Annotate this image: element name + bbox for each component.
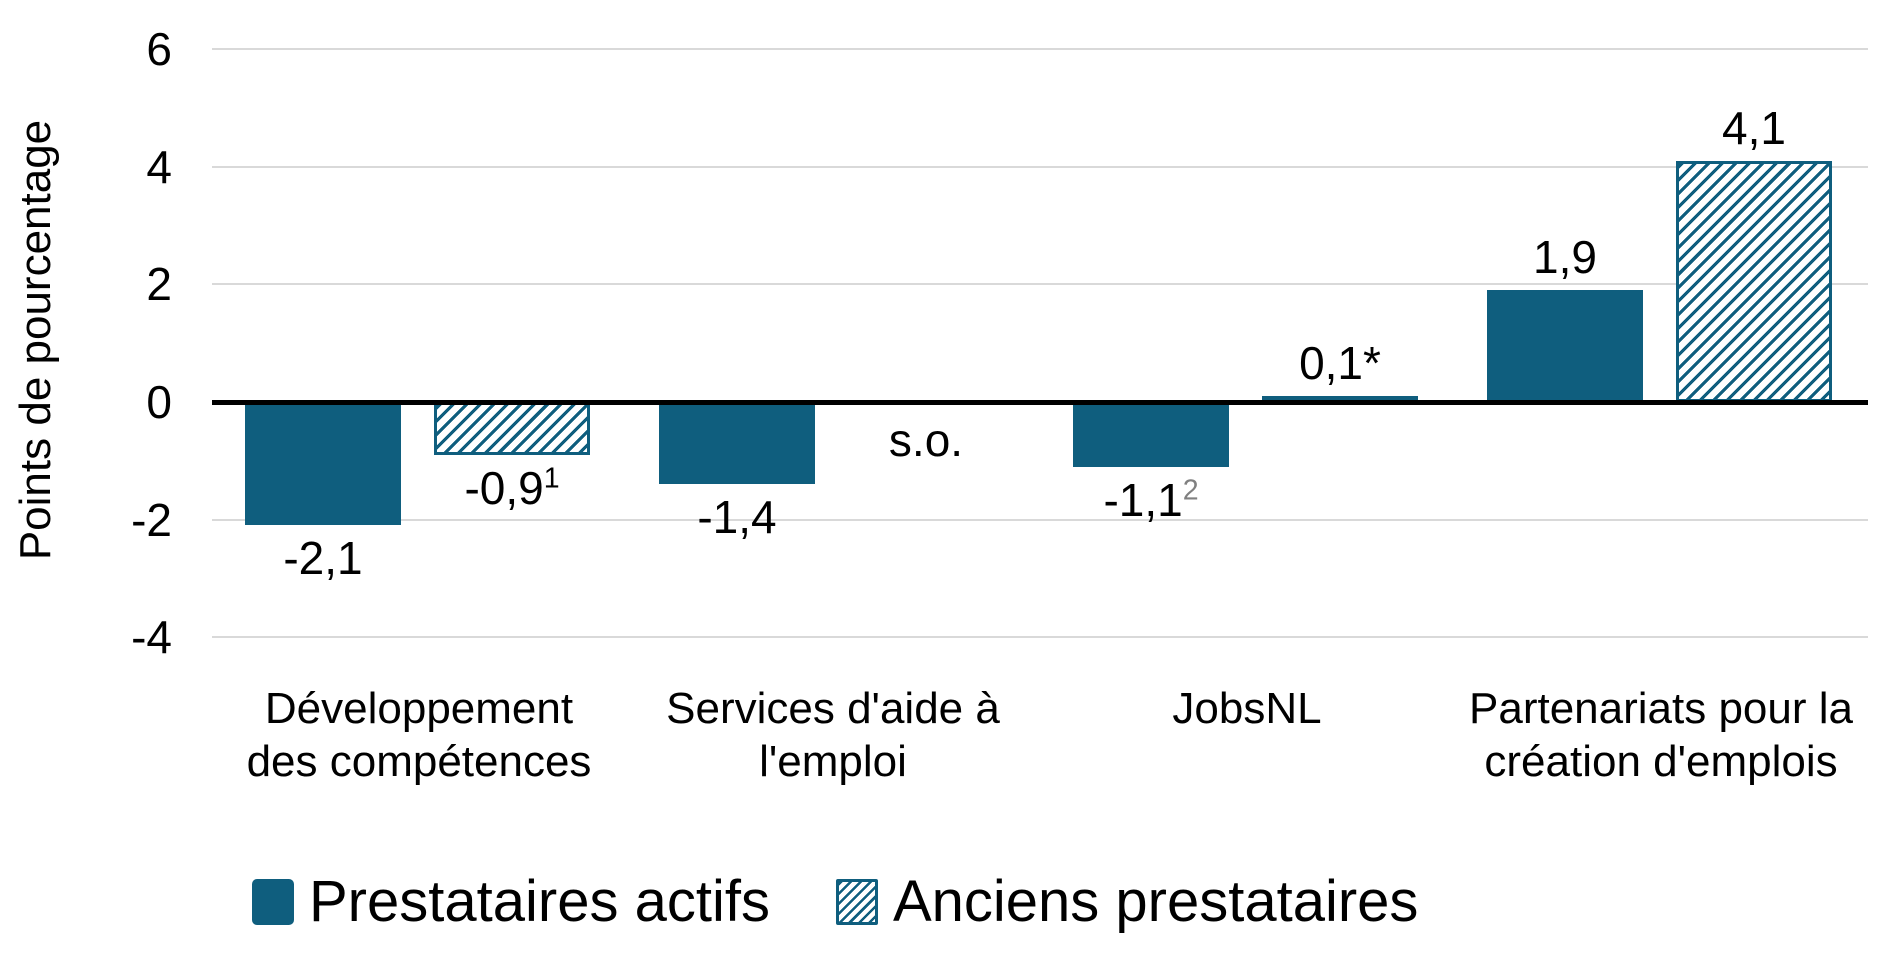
x-category-label-line: création d'emplois — [1484, 737, 1838, 786]
x-category-label-3: Partenariats pour la création d'emplois — [1431, 682, 1891, 788]
y-tick-label--2: -2 — [131, 493, 172, 546]
x-axis-zero-line — [212, 400, 1868, 405]
bar-prestataires-actifs-0 — [245, 402, 401, 525]
bar-value-label-prestataires-actifs-3: 1,9 — [1533, 231, 1597, 283]
gridline-y--2 — [212, 518, 1868, 521]
x-category-label-line: Développement — [264, 684, 574, 733]
y-tick-label-4: 4 — [146, 140, 172, 193]
value-footnote-marker: 2 — [1182, 474, 1199, 507]
x-category-label-1: Services d'aide à l'emploi — [603, 682, 1063, 788]
legend-item-prestataires-actifs: Prestataires actifs — [252, 868, 770, 935]
x-category-label-line: l'emploi — [759, 737, 907, 786]
legend-label-prestataires-actifs: Prestataires actifs — [309, 869, 770, 934]
gridline-y-4 — [212, 165, 1868, 168]
bar-value-label-anciens-prestataires-2: 0,1* — [1299, 337, 1381, 389]
bar-value-label-anciens-prestataires-0: -0,91 — [464, 462, 560, 514]
bar-prestataires-actifs-1 — [659, 402, 815, 484]
legend: Prestataires actifs Anciens prestataires — [252, 868, 1418, 935]
legend-swatch-solid-icon — [252, 878, 294, 925]
bar-anciens-prestataires-3 — [1676, 161, 1832, 402]
x-category-label-line: JobsNL — [1172, 684, 1322, 733]
bar-value-label-anciens-prestataires-1: s.o. — [888, 414, 964, 466]
y-tick-label-0: 0 — [146, 376, 172, 428]
y-tick-label--4: -4 — [131, 611, 172, 664]
x-category-label-line: Partenariats pour la — [1469, 684, 1853, 733]
bar-value-label-prestataires-actifs-1: -1,4 — [697, 491, 777, 543]
legend-swatch-hatched-icon — [835, 878, 878, 925]
bar-value-label-anciens-prestataires-3: 4,1 — [1722, 102, 1786, 154]
gridline-y--4 — [212, 636, 1868, 639]
y-tick-label-6: 6 — [146, 23, 172, 76]
x-category-label-line: des compétences — [246, 737, 592, 786]
value-footnote-marker: 1 — [543, 462, 560, 495]
bar-anciens-prestataires-0 — [434, 402, 590, 455]
gridline-y-6 — [212, 48, 1868, 51]
y-tick-label-2: 2 — [146, 258, 172, 311]
x-category-label-2: JobsNL — [1017, 682, 1477, 735]
x-category-label-0: Développement des compétences — [189, 682, 649, 788]
bar-prestataires-actifs-2 — [1073, 402, 1229, 467]
x-category-label-line: Services d'aide à — [666, 684, 1000, 733]
bar-value-label-prestataires-actifs-0: -2,1 — [283, 532, 363, 584]
legend-label-anciens-prestataires: Anciens prestataires — [892, 869, 1419, 934]
gridline-y-2 — [212, 283, 1868, 286]
bar-value-label-prestataires-actifs-2: -1,12 — [1103, 474, 1199, 526]
bar-prestataires-actifs-3 — [1487, 290, 1643, 402]
legend-item-anciens-prestataires: Anciens prestataires — [835, 868, 1419, 935]
